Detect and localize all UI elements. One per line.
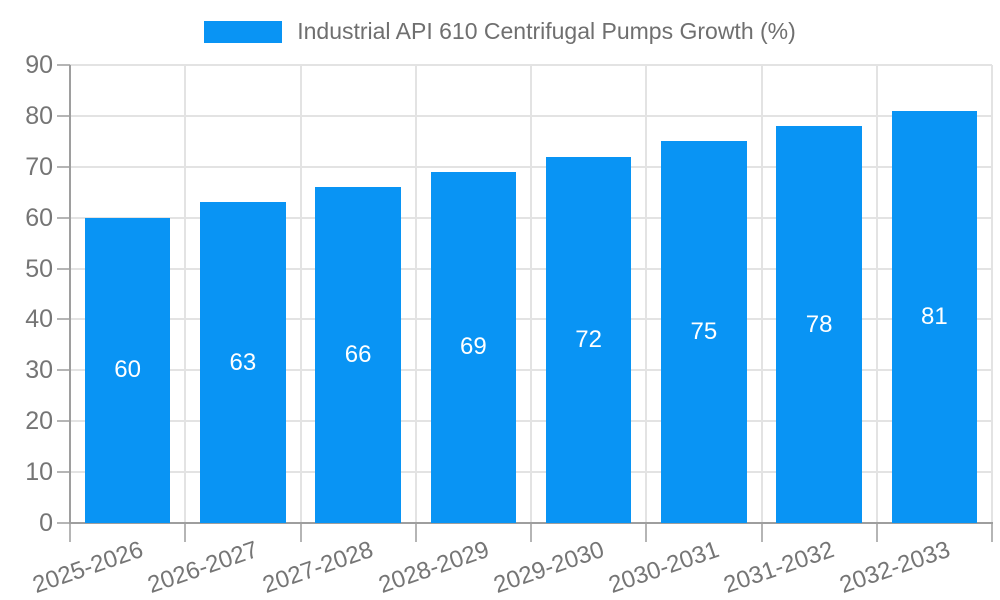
y-axis-label: 20 xyxy=(25,407,53,436)
y-axis-label: 30 xyxy=(25,356,53,385)
bar[interactable] xyxy=(430,171,516,523)
bar-value-label: 75 xyxy=(690,318,718,346)
x-axis-tick xyxy=(760,523,763,542)
x-axis-label: 2032-2033 xyxy=(835,536,954,599)
gridline-vertical xyxy=(875,65,878,523)
y-axis-tick xyxy=(57,420,70,423)
legend-swatch xyxy=(204,20,283,43)
gridline-vertical xyxy=(299,65,302,523)
y-axis-label: 70 xyxy=(25,152,53,181)
y-axis-tick xyxy=(57,522,70,524)
y-axis-label: 40 xyxy=(25,305,53,334)
y-axis-tick xyxy=(57,318,70,321)
bar-value-label: 66 xyxy=(344,341,372,369)
bar[interactable] xyxy=(891,110,977,523)
y-axis-label: 80 xyxy=(25,101,53,130)
x-axis-tick xyxy=(530,523,532,542)
y-axis-line xyxy=(69,65,71,523)
x-axis-label: 2026-2027 xyxy=(144,536,262,599)
y-axis-tick xyxy=(57,165,70,168)
x-axis-tick xyxy=(414,523,417,542)
y-axis-tick xyxy=(57,267,70,270)
x-axis-line xyxy=(69,522,993,524)
x-axis-tick xyxy=(991,523,993,542)
gridline-vertical xyxy=(184,65,187,523)
bar[interactable] xyxy=(315,187,401,523)
y-axis-tick xyxy=(57,216,70,219)
x-axis-tick xyxy=(299,523,302,542)
x-axis-tick xyxy=(645,523,648,542)
x-axis-label: 2031-2032 xyxy=(720,536,838,599)
legend-label: Industrial API 610 Centrifugal Pumps Gro… xyxy=(297,18,796,44)
y-axis-label: 60 xyxy=(25,203,53,232)
y-axis-label: 90 xyxy=(25,51,53,79)
x-axis-label: 2025-2026 xyxy=(29,536,147,599)
gridline-vertical xyxy=(530,65,532,523)
gridline-vertical xyxy=(645,65,648,523)
bar[interactable] xyxy=(661,141,747,523)
y-axis-tick xyxy=(57,114,70,117)
x-axis-label: 2030-2031 xyxy=(605,536,723,599)
bar[interactable] xyxy=(545,156,632,523)
x-axis-label: 2027-2028 xyxy=(259,536,377,599)
x-axis-label: 2028-2029 xyxy=(374,536,493,599)
x-axis-tick xyxy=(875,523,878,542)
bar-value-label: 72 xyxy=(575,325,602,353)
bar[interactable] xyxy=(84,217,171,523)
bar-value-label: 63 xyxy=(229,348,257,376)
y-axis-label: 0 xyxy=(39,509,53,537)
gridline-vertical xyxy=(991,65,993,523)
bar-value-label: 78 xyxy=(805,310,833,338)
legend-item[interactable]: Industrial API 610 Centrifugal Pumps Gro… xyxy=(0,18,1000,45)
y-axis-tick xyxy=(57,64,70,66)
bar-value-label: 81 xyxy=(921,302,948,330)
gridline-vertical xyxy=(414,65,417,523)
y-axis-label: 10 xyxy=(25,458,53,487)
bar[interactable] xyxy=(200,202,286,523)
bar-value-label: 60 xyxy=(114,356,141,384)
gridline-vertical xyxy=(760,65,763,523)
bar[interactable] xyxy=(776,126,862,523)
x-axis-label: 2029-2030 xyxy=(490,536,608,599)
y-axis-tick xyxy=(57,471,70,474)
y-axis-tick xyxy=(57,369,70,372)
x-axis-tick xyxy=(69,523,71,542)
bar-value-label: 69 xyxy=(460,333,487,361)
y-axis-label: 50 xyxy=(25,254,53,283)
x-axis-tick xyxy=(184,523,187,542)
